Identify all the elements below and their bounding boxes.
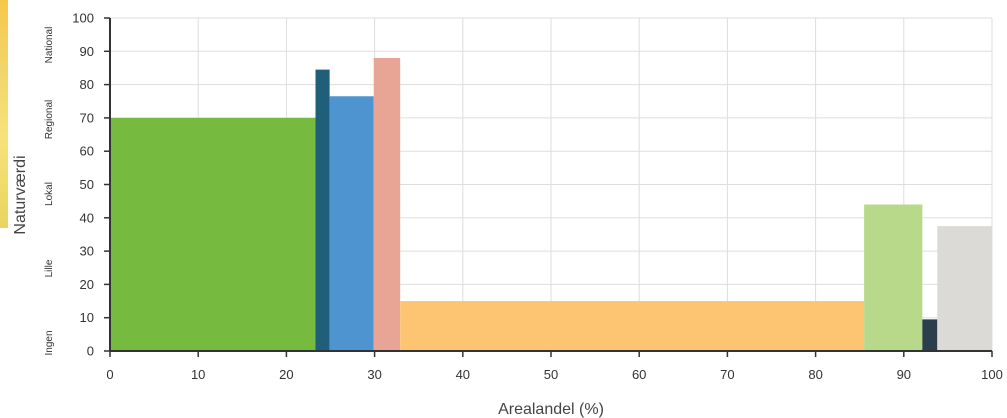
- x-tick-label: 30: [367, 367, 381, 382]
- y-tick-label: 60: [80, 144, 94, 159]
- y-axis-title: Naturværdi: [12, 155, 29, 234]
- x-tick-label: 50: [544, 367, 558, 382]
- value-band-labels: Ingen Lille Lokal Regional National: [44, 27, 55, 356]
- map-edge-strip: [0, 0, 8, 228]
- y-tick-label: 0: [87, 344, 94, 359]
- value-band-label: Lokal: [44, 182, 55, 206]
- y-tick-label: 90: [80, 44, 94, 59]
- x-tick-label: 70: [720, 367, 734, 382]
- y-tick-labels: 0 10 20 30 40 50 60 70 80 90 100: [72, 11, 110, 359]
- x-tick-label: 10: [191, 367, 205, 382]
- y-tick-label: 30: [80, 244, 94, 259]
- x-tick-labels: 0 10 20 30 40 50 60 70 80 90 100: [106, 351, 1003, 382]
- x-tick-label: 90: [897, 367, 911, 382]
- x-tick-label: 20: [279, 367, 293, 382]
- bar[interactable]: [864, 204, 923, 351]
- x-tick-label: 100: [981, 367, 1003, 382]
- bar[interactable]: [937, 226, 992, 351]
- y-tick-label: 100: [72, 11, 94, 26]
- y-tick-label: 80: [80, 77, 94, 92]
- bar[interactable]: [315, 69, 330, 352]
- bar[interactable]: [329, 96, 374, 351]
- bar[interactable]: [373, 57, 401, 352]
- bar[interactable]: [400, 301, 865, 351]
- y-tick-label: 10: [80, 310, 94, 325]
- x-tick-label: 80: [808, 367, 822, 382]
- y-tick-label: 20: [80, 277, 94, 292]
- bar[interactable]: [922, 319, 938, 351]
- x-axis-title: Arealandel (%): [498, 401, 604, 418]
- value-band-label: National: [44, 27, 55, 64]
- value-band-label: Regional: [44, 100, 55, 139]
- x-tick-label: 60: [632, 367, 646, 382]
- y-tick-label: 70: [80, 110, 94, 125]
- x-tick-label: 40: [456, 367, 470, 382]
- value-band-label: Lille: [44, 259, 55, 277]
- bars: [110, 57, 992, 352]
- bar[interactable]: [110, 117, 316, 352]
- y-tick-label: 50: [80, 177, 94, 192]
- value-band-label: Ingen: [44, 330, 55, 355]
- y-tick-label: 40: [80, 210, 94, 225]
- x-tick-label: 0: [106, 367, 113, 382]
